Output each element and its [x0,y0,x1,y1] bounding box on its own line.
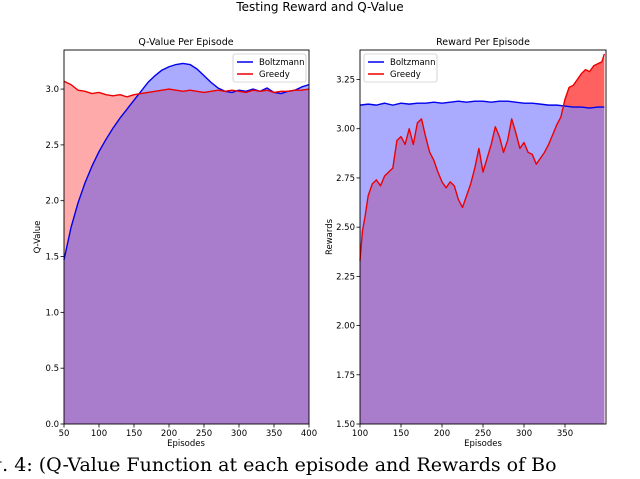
reward-y-tick-label: 2.50 [336,223,355,233]
q-value-x-label: Episodes [167,439,205,449]
reward-boltzmann-line [359,100,605,109]
q-value-x-tick-label: 150 [126,429,142,439]
q-value-y-tick-label: 3.0 [45,85,59,95]
reward-legend-greedy-label: Greedy [390,70,421,80]
q-value-plot-frame [63,49,310,425]
q-value-x-tick-label: 250 [196,429,212,439]
reward-greedy-line [359,53,606,261]
reward-y-tick-label: 1.75 [336,371,355,381]
reward-y-label: Rewards [325,218,335,255]
q-value-x-tick-label: 200 [161,429,177,439]
q-value-boltzmann-line [63,62,310,261]
reward-x-tick-label: 100 [352,429,368,439]
q-value-overlap-area [64,89,309,424]
reward-panel-title: Reward Per Episode [436,37,530,48]
figure-title: Testing Reward and Q-Value [235,0,403,14]
q-value-x-tick-label: 400 [301,429,317,439]
q-value-legend: Boltzmann Greedy [232,53,307,83]
reward-x-tick-label: 200 [434,429,450,439]
figure-caption: g. 4: (Q-Value Function at each episode … [0,456,640,479]
q-value-x-tick-label: 50 [59,429,70,439]
reward-y-tick-label: 1.50 [336,420,355,430]
reward-y-tick-label: 2.00 [336,322,355,332]
q-value-y-tick-label: 1.0 [45,308,59,318]
q-value-panel: Q-Value Per Episode 50 100 150 200 250 300 350… [33,37,317,449]
reward-y-tick-label: 2.25 [336,272,355,282]
reward-x-tick-label: 250 [475,429,491,439]
reward-y-tick-label: 2.75 [336,174,355,184]
q-value-x-tick-label: 300 [231,429,247,439]
q-value-greedy-line [63,80,310,98]
q-value-y-tick-label: 2.0 [45,197,59,207]
q-value-y-tick-label: 2.5 [45,141,59,151]
reward-x-tick-label: 350 [557,429,573,439]
q-value-y-tick-label: 1.5 [45,253,59,263]
reward-y-tick-label: 3.25 [336,76,355,86]
reward-y-tick-label: 3.00 [336,125,355,135]
reward-legend-boltzmann-label: Boltzmann [390,58,435,68]
reward-panel: Reward Per Episode 100 150 200 250 300 350 1.5… [325,37,607,449]
q-value-fills [64,63,309,424]
q-value-lines [63,62,310,261]
q-value-panel-title: Q-Value Per Episode [138,37,233,48]
reward-x-tick-label: 300 [516,429,532,439]
reward-x-tick-label: 150 [393,429,409,439]
reward-legend-box [363,53,438,83]
q-value-y-tick-label: 0.0 [45,420,59,430]
reward-ticks: 100 150 200 250 300 350 1.50 1.75 2.00 2.25 2.50 2.… [336,76,573,439]
reward-x-label: Episodes [464,439,502,449]
reward-lines [359,53,606,261]
q-value-legend-boltzmann-label: Boltzmann [259,58,304,68]
q-value-legend-box [232,53,307,83]
reward-fills [360,53,605,425]
q-value-x-tick-label: 350 [266,429,282,439]
q-value-legend-greedy-label: Greedy [259,70,290,80]
q-value-ticks: 50 100 150 200 250 300 350 400 0.0 0.5 1.0 1.5 2.0 2.… [45,85,317,439]
reward-legend: Boltzmann Greedy [363,53,438,83]
reward-overlap-area [360,105,605,424]
q-value-x-tick-label: 100 [91,429,107,439]
figure-caption-text: g. 4: (Q-Value Function at each episode … [0,456,557,476]
q-value-y-tick-label: 0.5 [45,364,59,374]
q-value-y-label: Q-Value [33,221,43,254]
